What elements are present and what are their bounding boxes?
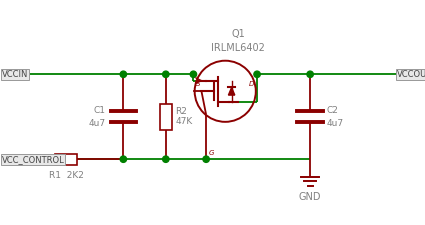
Bar (55, 154, 77, 165)
Text: Q1: Q1 (231, 29, 245, 39)
Text: C1: C1 (94, 106, 105, 115)
Text: 4u7: 4u7 (88, 119, 105, 128)
Text: C2: C2 (326, 106, 338, 115)
Text: VCC_CONTROL: VCC_CONTROL (2, 155, 64, 164)
Text: 4u7: 4u7 (326, 119, 343, 128)
Circle shape (120, 156, 127, 162)
Bar (160, 104, 172, 130)
Polygon shape (228, 88, 235, 95)
Text: S: S (196, 81, 201, 87)
Circle shape (254, 71, 260, 77)
Text: 47K: 47K (176, 117, 193, 126)
Circle shape (163, 156, 169, 162)
Text: G: G (209, 150, 215, 156)
Circle shape (203, 156, 210, 162)
Text: IRLML6402: IRLML6402 (211, 43, 265, 53)
Circle shape (307, 71, 313, 77)
Text: VCCIN: VCCIN (2, 70, 28, 79)
Text: R1  2K2: R1 2K2 (48, 171, 83, 180)
Circle shape (120, 71, 127, 77)
Circle shape (163, 71, 169, 77)
Text: R2: R2 (176, 107, 187, 116)
Circle shape (190, 71, 197, 77)
Text: VCCOUT: VCCOUT (397, 70, 425, 79)
Text: GND: GND (299, 192, 321, 202)
Text: D: D (249, 81, 255, 87)
